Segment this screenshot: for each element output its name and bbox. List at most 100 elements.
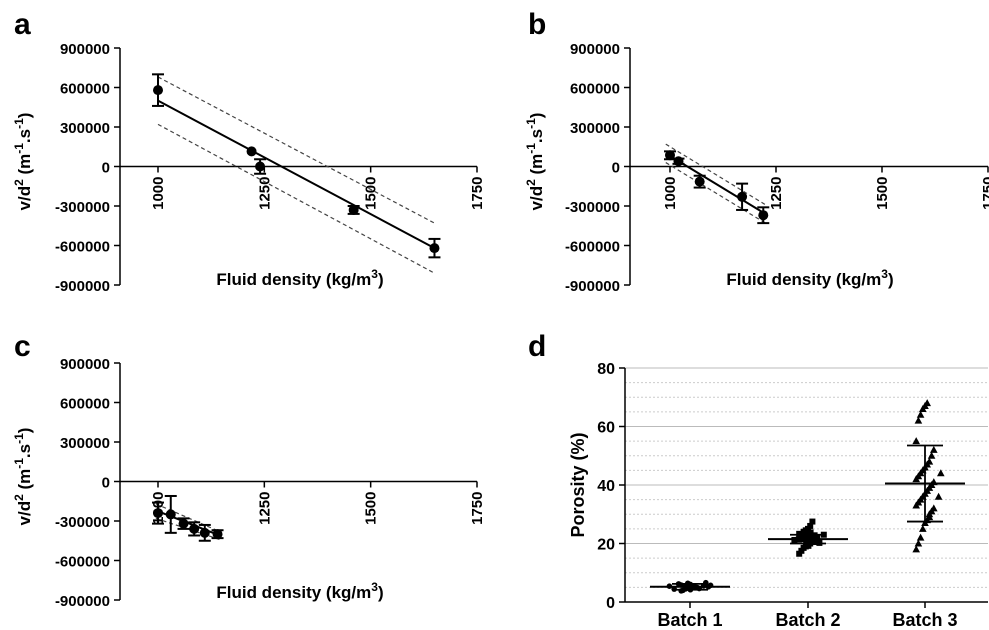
data-point <box>178 518 189 529</box>
data-point <box>934 492 943 500</box>
data-point <box>694 176 705 187</box>
x-category-label: Batch 1 <box>657 610 722 630</box>
x-tick-label: 1750 <box>469 177 486 210</box>
data-point <box>212 529 223 540</box>
data-point <box>737 191 748 202</box>
chart-a: 900000 600000 300000 0 -300000 -600000 -900000… <box>12 41 486 295</box>
panel-label-b: b <box>528 8 547 41</box>
x-tick-label: 1250 <box>256 492 273 525</box>
panel-label-a: a <box>14 8 31 41</box>
data-point <box>199 527 210 538</box>
y-tick-label: -300000 <box>565 199 620 216</box>
data-point <box>927 451 936 459</box>
data-point <box>153 508 163 519</box>
y-tick-label: -300000 <box>55 514 110 531</box>
data-point <box>673 156 684 167</box>
ci-upper-line <box>157 76 435 224</box>
y-tick-label: 0 <box>612 160 620 177</box>
panel-label-c: c <box>14 330 31 363</box>
chart-b: 900000 600000 300000 0 -300000 -600000 -900000… <box>524 41 989 295</box>
ci-upper-line <box>155 503 220 533</box>
data-point <box>937 469 945 477</box>
data-point <box>255 161 266 172</box>
data-point <box>925 513 934 521</box>
y-tick-label: 900000 <box>60 41 110 58</box>
data-point <box>805 542 812 549</box>
chart-c: 900000 600000 300000 0 -300000 -600000 -900000… <box>12 356 486 610</box>
y-tick-label: -600000 <box>55 239 110 256</box>
panel-label-d: d <box>528 330 547 363</box>
y-tick-label: 300000 <box>60 435 110 452</box>
data-point <box>930 445 938 453</box>
data-point <box>925 457 934 465</box>
y-axis-label: v/d2 (m-1.s-1) <box>12 113 34 211</box>
x-category-label: Batch 3 <box>892 610 957 630</box>
data-point <box>803 532 810 539</box>
y-tick-label: 300000 <box>60 120 110 137</box>
data-point <box>165 509 176 520</box>
data-point <box>809 518 816 525</box>
x-tick-label: 1750 <box>469 492 486 525</box>
y-tick-label: 40 <box>597 478 615 495</box>
data-point <box>914 539 923 547</box>
x-axis-label: Fluid density (kg/m3) <box>216 580 383 602</box>
x-tick-label: 1250 <box>768 177 785 210</box>
data-point <box>153 85 163 96</box>
y-tick-label: 300000 <box>570 120 620 137</box>
x-category-label: Batch 2 <box>775 610 840 630</box>
data-point <box>807 529 814 536</box>
x-tick-label: 1500 <box>363 492 380 525</box>
data-point <box>189 523 200 534</box>
x-axis-label: Fluid density (kg/m3) <box>726 267 893 289</box>
y-tick-label: -900000 <box>55 593 110 610</box>
y-tick-label: -600000 <box>565 239 620 256</box>
data-point <box>916 410 925 418</box>
data-point <box>813 538 820 545</box>
y-axis-label: v/d2 (m-1.s-1) <box>524 113 546 211</box>
ci-lower-line <box>665 162 766 224</box>
y-axis-label: Porosity (%) <box>568 432 588 537</box>
data-point <box>758 210 769 221</box>
data-point <box>798 533 804 540</box>
x-tick-label: 1500 <box>363 177 380 210</box>
data-point <box>923 399 931 407</box>
y-tick-label: -900000 <box>565 278 620 295</box>
y-tick-label: 0 <box>102 160 110 177</box>
y-tick-label: 600000 <box>60 396 110 413</box>
ci-upper-line <box>665 143 766 206</box>
data-point <box>348 204 359 215</box>
x-tick-label: 1000 <box>150 177 167 210</box>
data-point <box>914 416 923 424</box>
y-tick-label: 20 <box>597 537 615 554</box>
data-point <box>807 522 814 529</box>
y-tick-label: 600000 <box>570 81 620 98</box>
fit-line <box>157 99 435 250</box>
data-point <box>912 437 920 445</box>
data-point <box>916 533 925 541</box>
data-point <box>919 524 927 532</box>
y-tick-label: -900000 <box>55 278 110 295</box>
x-tick-label: 1750 <box>980 177 989 210</box>
x-tick-label: 1500 <box>874 177 891 210</box>
y-axis-label: v/d2 (m-1.s-1) <box>12 428 34 526</box>
ci-lower-line <box>157 123 435 274</box>
y-tick-label: 600000 <box>60 81 110 98</box>
data-point <box>429 243 440 254</box>
y-tick-label: 60 <box>597 420 615 437</box>
y-tick-label: -300000 <box>55 199 110 216</box>
y-tick-label: 0 <box>102 475 110 492</box>
y-tick-label: 900000 <box>570 41 620 58</box>
y-tick-label: 900000 <box>60 356 110 373</box>
x-tick-label: 1250 <box>256 177 273 210</box>
y-tick-label: 0 <box>606 595 615 612</box>
data-point <box>912 545 920 553</box>
x-axis-label: Fluid density (kg/m3) <box>216 267 383 289</box>
data-point <box>930 504 938 512</box>
data-point <box>246 146 257 157</box>
y-tick-label: -600000 <box>55 554 110 571</box>
y-tick-label: 80 <box>597 361 615 378</box>
x-tick-label: 1000 <box>662 177 679 210</box>
chart-d: 0 20 40 60 80 Porosity (%) Batch 1 Batch 2 Batch… <box>568 361 988 630</box>
